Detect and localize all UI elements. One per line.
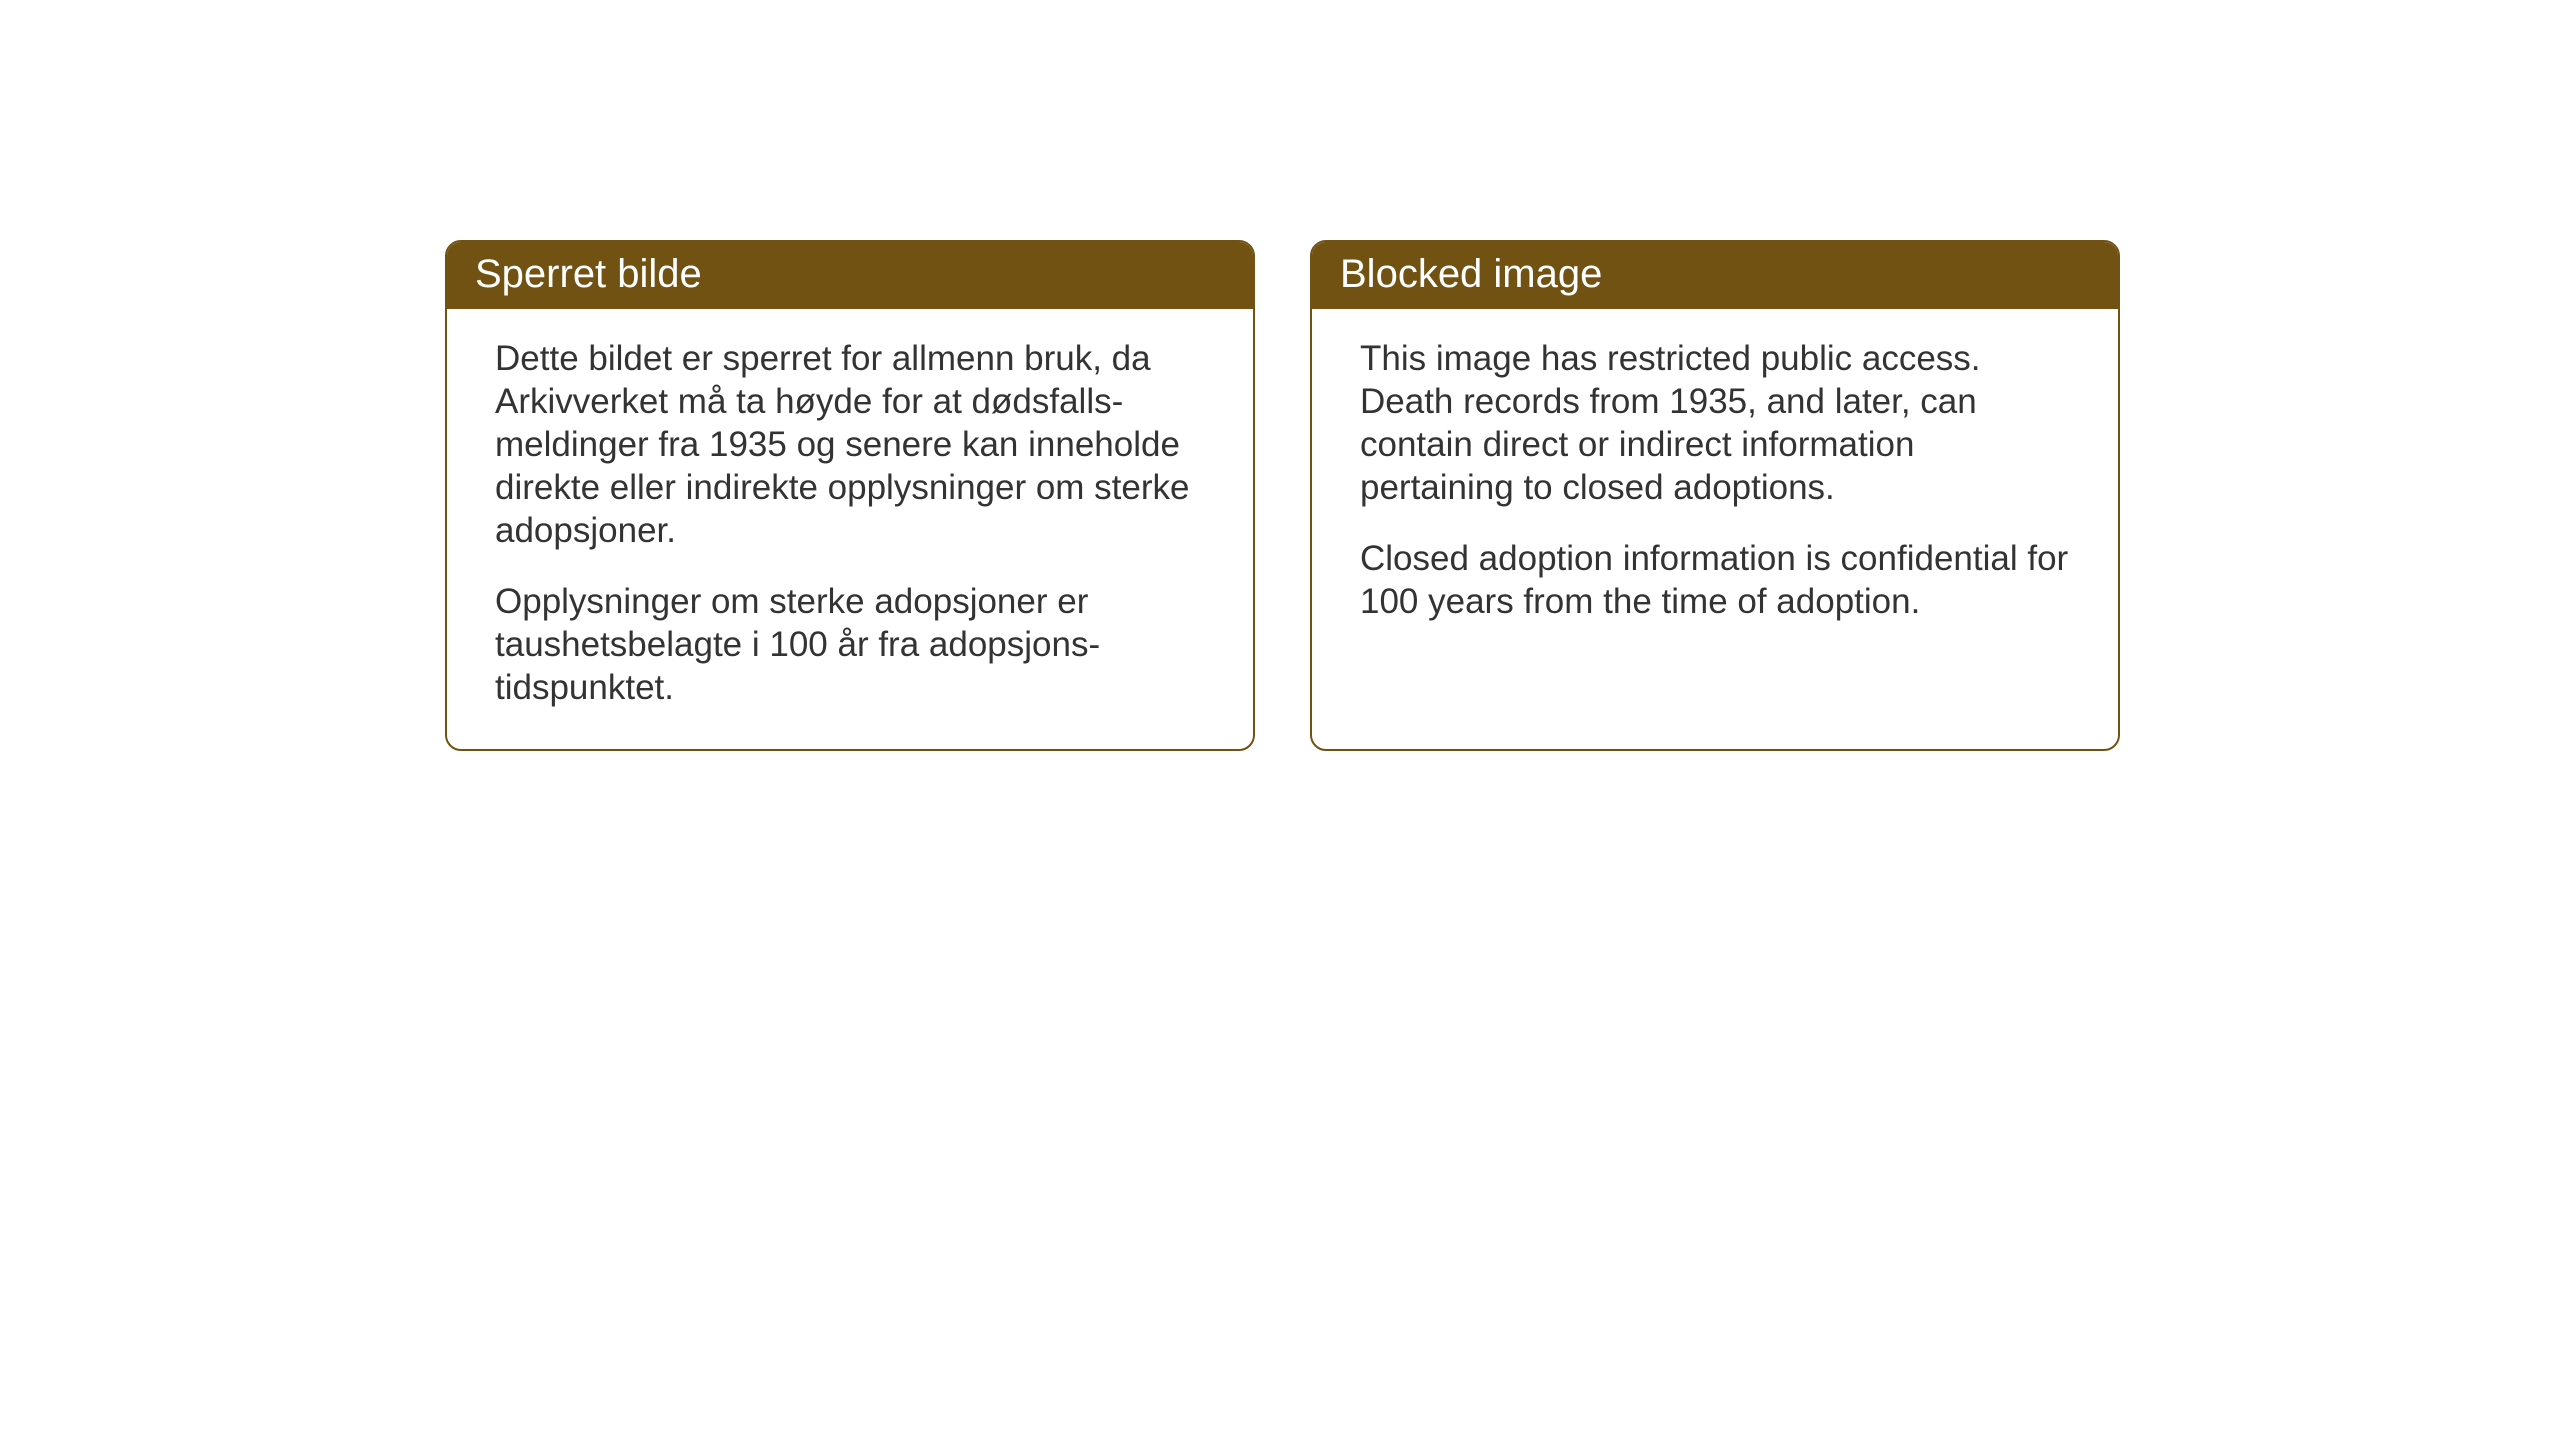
paragraph-2-english: Closed adoption information is confident… [1360,537,2070,623]
paragraph-1-norwegian: Dette bildet er sperret for allmenn bruk… [495,337,1205,552]
notice-card-norwegian: Sperret bilde Dette bildet er sperret fo… [445,240,1255,751]
card-header-english: Blocked image [1312,242,2118,309]
notice-card-english: Blocked image This image has restricted … [1310,240,2120,751]
card-body-english: This image has restricted public access.… [1312,309,2118,663]
card-body-norwegian: Dette bildet er sperret for allmenn bruk… [447,309,1253,749]
paragraph-2-norwegian: Opplysninger om sterke adopsjoner er tau… [495,580,1205,709]
paragraph-1-english: This image has restricted public access.… [1360,337,2070,509]
notice-cards-container: Sperret bilde Dette bildet er sperret fo… [445,240,2120,751]
card-header-norwegian: Sperret bilde [447,242,1253,309]
